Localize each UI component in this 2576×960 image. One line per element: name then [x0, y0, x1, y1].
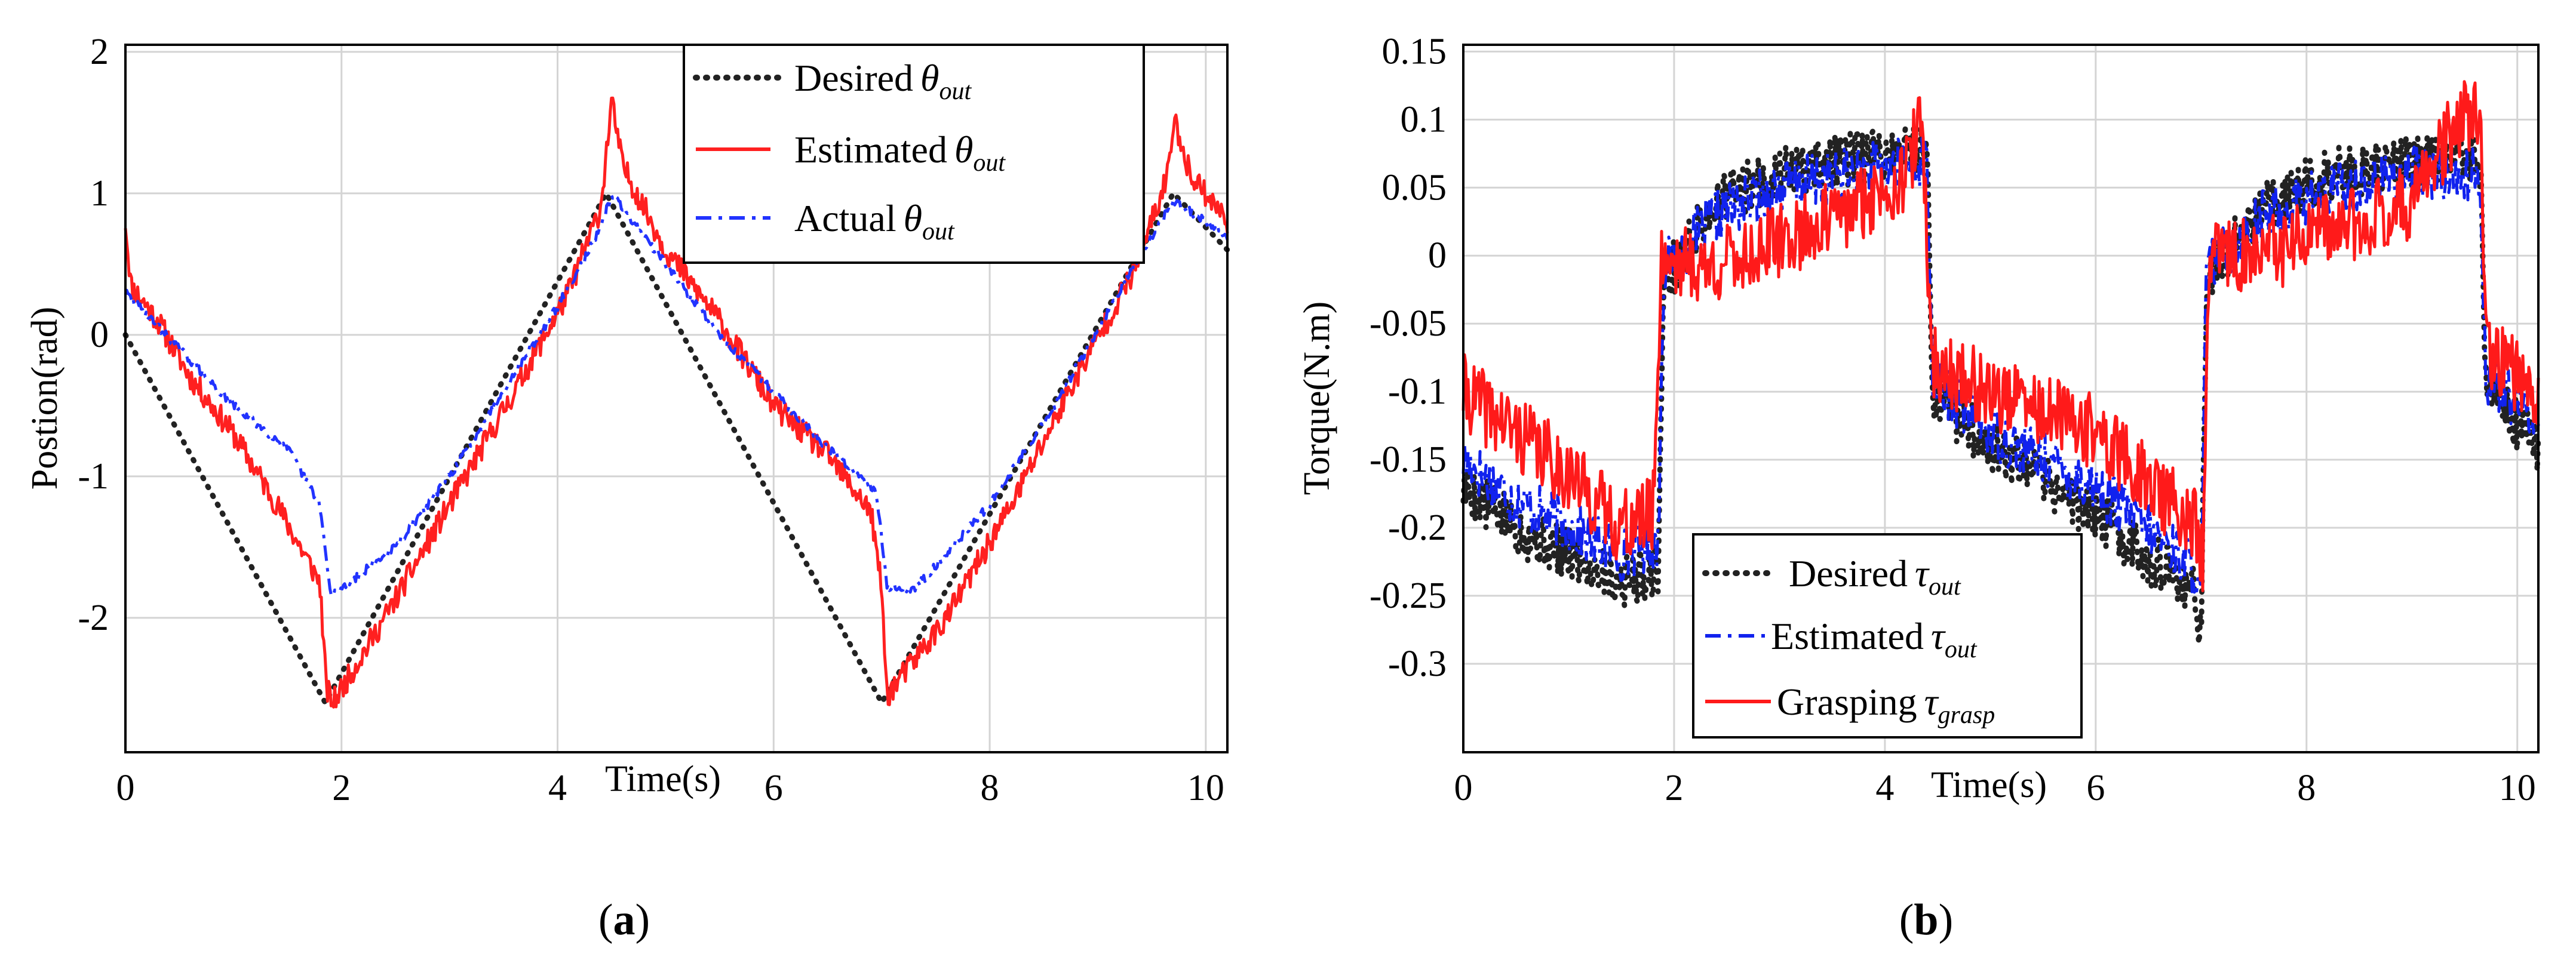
y-tick-label: 0.1 [1401, 99, 1447, 140]
y-tick-label: 0.05 [1382, 167, 1447, 208]
x-tick-label: 4 [548, 768, 567, 808]
legend-box-b [1692, 533, 2083, 739]
legend-entry-actual: Actual θout [794, 197, 955, 245]
x-tick-label: 4 [1875, 768, 1894, 808]
x-tick-label: 10 [1187, 768, 1224, 808]
x-tick-label: 0 [1454, 768, 1473, 808]
x-axis-label-b: Time(s) [1931, 765, 2047, 805]
legend-entry-desired: Desired θout [794, 57, 972, 105]
series-desired-theta-line [122, 190, 1230, 706]
y-axis-ticks-b: 0.15 0.1 0.05 0 -0.05 -0.1 -0.15 -0.2 -0… [1370, 31, 1447, 684]
legend-entry-estimated: Estimated τout [1771, 615, 1978, 663]
legend-b: Desired τout Estimated τout Grasping τgrasp [1692, 533, 2083, 739]
chart-panel-a: -2 -1 0 1 2 0 2 4 6 8 10 Time(s) Postion… [24, 32, 1230, 944]
x-tick-label: 8 [981, 768, 999, 808]
y-tick-label: -0.15 [1370, 439, 1447, 480]
y-tick-label: -0.3 [1388, 644, 1447, 684]
y-tick-label: 0 [90, 315, 109, 355]
y-tick-label: -0.25 [1370, 576, 1447, 616]
y-axis-label-b: Torque(N.m) [1297, 301, 1337, 496]
panel-caption-b: (b) [1899, 896, 1953, 944]
series-desired-tau-line [1460, 124, 2541, 647]
y-tick-label: 0.15 [1382, 31, 1447, 72]
x-tick-label: 0 [116, 768, 135, 808]
x-axis-ticks-b: 0 2 4 6 8 10 [1454, 768, 2536, 808]
series-group-a [122, 96, 1230, 709]
x-tick-label: 2 [332, 768, 351, 808]
y-tick-label: -0.1 [1388, 371, 1447, 412]
y-tick-label: -2 [78, 598, 109, 638]
x-tick-label: 2 [1665, 768, 1683, 808]
legend-a: Desired θout Estimated θout Actual θout [683, 44, 1145, 264]
plot-frame-b [1462, 44, 2540, 753]
legend-entry-desired: Desired τout [1789, 552, 1961, 601]
series-grasping-tau-line [1462, 80, 2540, 592]
y-tick-label: 0 [1428, 235, 1447, 276]
legend-entry-estimated: Estimated θout [794, 128, 1006, 177]
y-tick-label: -0.05 [1370, 303, 1447, 344]
y-tick-label: -1 [78, 456, 109, 497]
x-tick-label: 8 [2297, 768, 2316, 808]
plot-frame-a [124, 44, 1229, 753]
y-axis-ticks-a: -2 -1 0 1 2 [78, 32, 109, 638]
x-tick-label: 6 [2086, 768, 2105, 808]
x-axis-ticks-a: 0 2 4 6 8 10 [116, 768, 1224, 808]
legend-entry-grasping: Grasping τgrasp [1777, 681, 1995, 729]
y-tick-label: 2 [90, 32, 109, 72]
y-tick-label: -0.2 [1388, 507, 1447, 548]
series-group-b [1460, 80, 2541, 647]
x-tick-label: 6 [764, 768, 783, 808]
x-tick-label: 10 [2499, 768, 2536, 808]
x-axis-label-a: Time(s) [605, 759, 721, 799]
chart-panel-b: 0.15 0.1 0.05 0 -0.05 -0.1 -0.15 -0.2 -0… [1297, 31, 2541, 944]
legend-box-a [683, 44, 1145, 264]
y-axis-label-a: Postion(rad) [24, 307, 65, 490]
panel-caption-a: (a) [598, 896, 650, 944]
series-estimated-theta-line [124, 96, 1229, 709]
y-tick-label: 1 [90, 173, 109, 214]
